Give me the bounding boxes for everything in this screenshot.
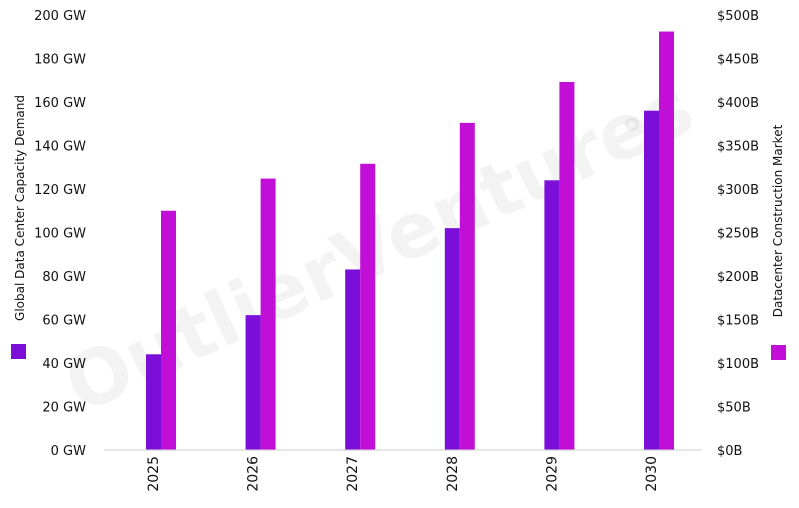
right-tick-label: $50B [717,401,751,416]
x-tick-label: 2026 [246,456,262,492]
bar-capacity-2025 [146,354,161,450]
left-tick-label: 80 GW [42,270,86,285]
left-tick-label: 140 GW [34,140,86,155]
right-axis-ticks: $0B $50B $100B $150B $200B $250B $300B $350B $40… [717,9,759,459]
bar-capacity-2026 [245,315,261,450]
bar-market-2028 [459,122,475,450]
right-tick-label: $300B [717,183,759,198]
right-tick-label: $400B [717,96,759,111]
left-tick-label: 120 GW [34,183,86,198]
right-tick-label: $100B [717,357,759,372]
left-axis-ticks: 0 GW 20 GW 40 GW 60 GW 80 GW 100 GW 120 GW 140 … [34,9,86,459]
right-tick-label: $250B [717,227,759,242]
right-legend-swatch [771,345,786,360]
right-tick-label: $200B [717,270,759,285]
left-tick-label: 200 GW [34,9,86,24]
left-tick-label: 100 GW [34,227,86,242]
right-axis-title: Datacenter Construction Market [771,124,785,317]
left-tick-label: 60 GW [42,314,86,329]
right-tick-label: $150B [717,314,759,329]
left-tick-label: 160 GW [34,96,86,111]
left-legend-swatch [11,344,26,359]
x-tick-label: 2030 [644,456,660,492]
left-tick-label: 40 GW [42,357,86,372]
bar-capacity-2030 [644,110,659,450]
x-axis-ticks: 2025 2026 2027 2028 2029 2030 [146,456,660,492]
bar-market-2027 [360,163,376,450]
bar-market-2026 [260,178,276,450]
left-tick-label: 20 GW [42,401,86,416]
x-tick-label: 2025 [146,456,162,492]
bar-market-2030 [659,31,674,451]
watermark-mark: ° [621,110,643,161]
bar-market-2025 [161,210,176,450]
right-tick-label: $350B [717,140,759,155]
bar-capacity-2027 [345,269,361,450]
right-tick-label: $0B [717,444,742,459]
right-tick-label: $500B [717,9,759,24]
x-tick-label: 2028 [445,456,461,492]
x-tick-label: 2029 [544,456,560,492]
left-tick-label: 180 GW [34,53,86,68]
right-tick-label: $450B [717,53,759,68]
bar-capacity-2028 [444,228,460,450]
bar-capacity-2029 [544,180,560,451]
bar-market-2029 [559,81,575,451]
left-axis-title: Global Data Center Capacity Demand [13,95,27,321]
bars-layer [146,31,674,451]
left-tick-label: 0 GW [51,444,86,459]
x-tick-label: 2027 [345,456,361,492]
